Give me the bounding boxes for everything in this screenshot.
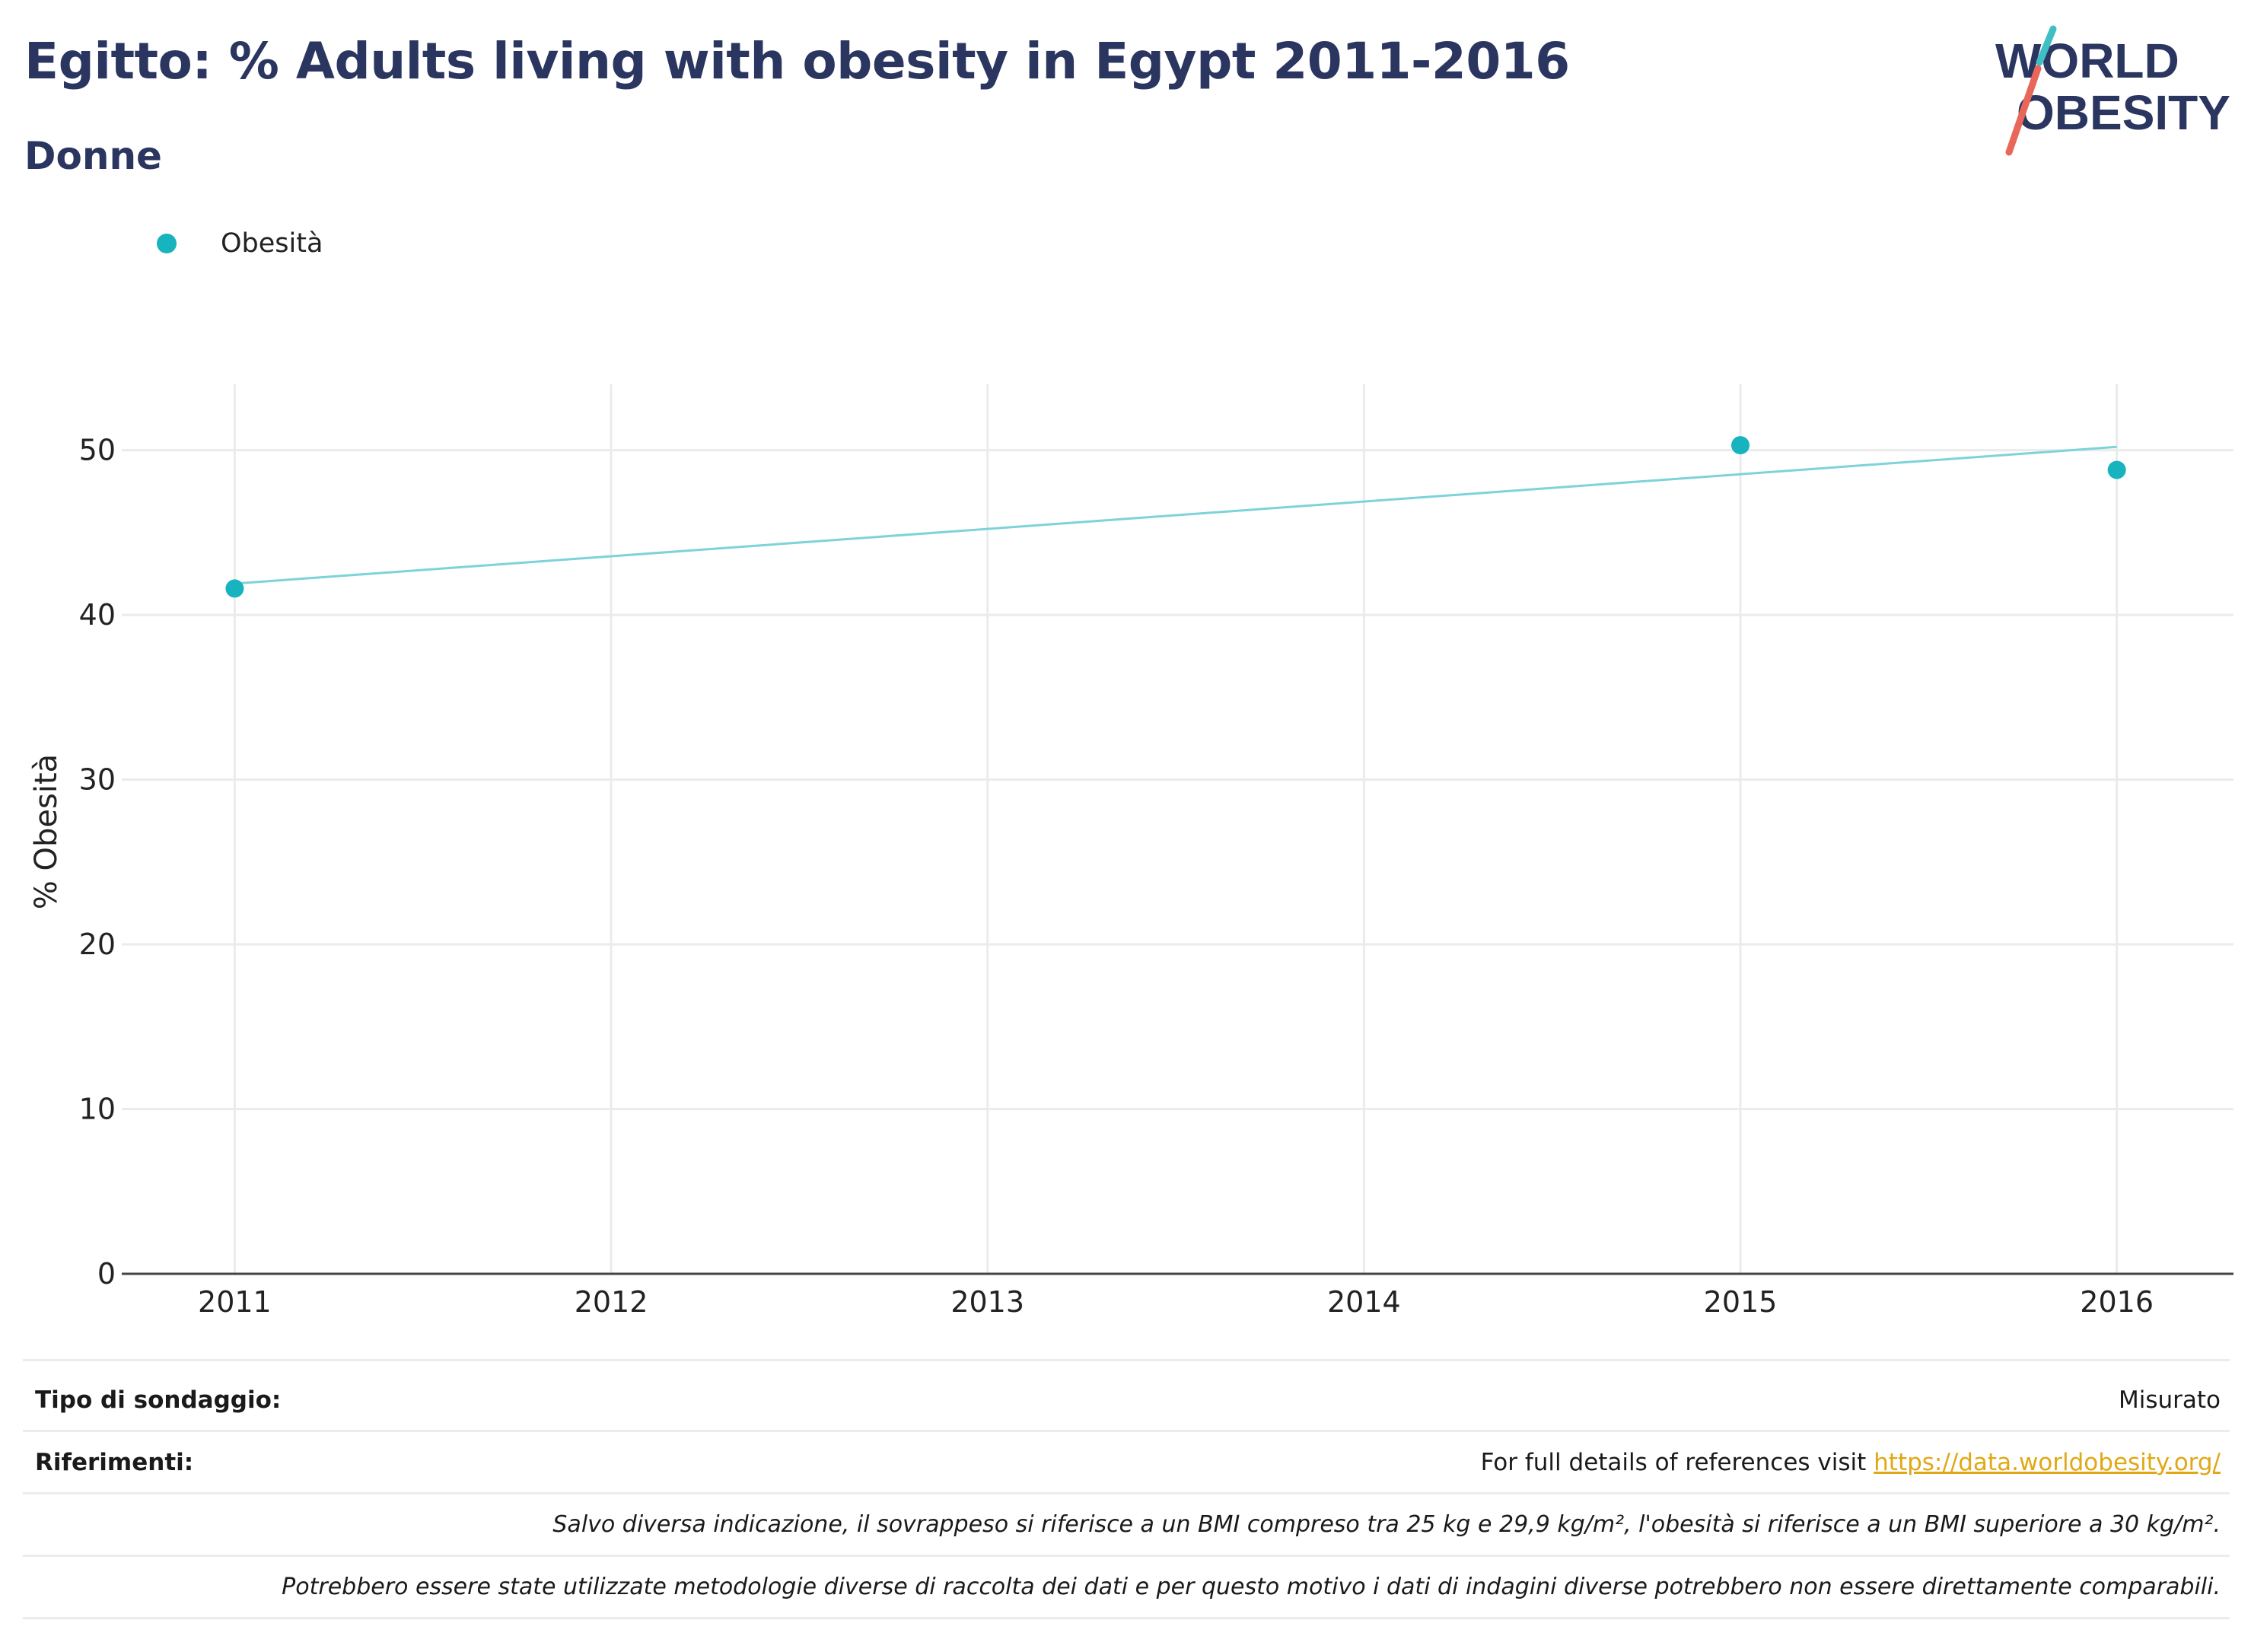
trend-line-group <box>234 445 2117 585</box>
y-tick-label: 30 <box>79 763 116 797</box>
survey-type-value: Misurato <box>2118 1386 2221 1414</box>
x-tick-label: 2016 <box>2080 1285 2154 1319</box>
data-point-2016[interactable] <box>2107 460 2126 479</box>
data-point-2011[interactable] <box>225 579 244 598</box>
survey-type-label: Tipo di sondaggio: <box>35 1386 282 1414</box>
y-tick-label: 40 <box>79 598 116 632</box>
legend: Obesità <box>157 228 323 259</box>
methodology-note: Potrebbero essere state utilizzate metod… <box>282 1574 2221 1600</box>
chart-title: Egitto: % Adults living with obesity in … <box>24 32 1570 91</box>
y-axis-label: % Obesità <box>29 754 64 909</box>
bmi-note: Salvo diversa indicazione, il sovrappeso… <box>552 1511 2221 1538</box>
x-tick-label: 2015 <box>1704 1285 1778 1319</box>
data-points <box>225 436 2126 598</box>
y-gridlines <box>122 449 2233 1111</box>
y-tick-label: 0 <box>97 1257 116 1291</box>
legend-marker <box>157 234 177 253</box>
bmi-note-row: Salvo diversa indicazione, il sovrappeso… <box>23 1494 2230 1557</box>
x-gridlines <box>233 384 2119 1274</box>
x-tick-label: 2014 <box>1327 1285 1401 1319</box>
data-point-2015[interactable] <box>1731 436 1750 455</box>
y-tick-label: 50 <box>79 434 116 467</box>
y-tick-labels: 0 10 20 30 40 50 <box>79 434 116 1291</box>
references-link[interactable]: https://data.worldobesity.org/ <box>1874 1448 2221 1476</box>
trend-line <box>234 445 2117 585</box>
references-text: For full details of references visit <box>1480 1448 1874 1476</box>
footer-top-divider <box>23 1359 2230 1361</box>
references-row: Riferimenti: For full details of referen… <box>23 1432 2230 1494</box>
logo-teal-slash <box>2036 25 2057 66</box>
logo-text-world: WORLD <box>1995 33 2179 88</box>
x-tick-label: 2012 <box>575 1285 648 1319</box>
logo-text-obesity: OBESITY <box>2017 85 2230 140</box>
logo-red-slash <box>2005 65 2042 156</box>
x-tick-label: 2013 <box>950 1285 1024 1319</box>
references-label: Riferimenti: <box>35 1448 194 1476</box>
methodology-note-row: Potrebbero essere state utilizzate metod… <box>23 1557 2230 1619</box>
chart-area: 2011 2012 2013 2014 2015 2016 0 10 20 30 40 50 % O… <box>29 384 2233 1319</box>
y-tick-label: 20 <box>79 928 116 961</box>
legend-label: Obesità <box>221 228 323 259</box>
world-obesity-logo: WORLD OBESITY <box>1995 25 2230 156</box>
x-tick-labels: 2011 2012 2013 2014 2015 2016 <box>198 1285 2154 1319</box>
references-value: For full details of references visit htt… <box>1481 1449 2230 1476</box>
x-tick-label: 2011 <box>198 1285 272 1319</box>
chart-subtitle: Donne <box>24 134 162 178</box>
y-tick-label: 10 <box>79 1093 116 1126</box>
survey-type-row: Tipo di sondaggio: Misurato <box>23 1370 2230 1432</box>
